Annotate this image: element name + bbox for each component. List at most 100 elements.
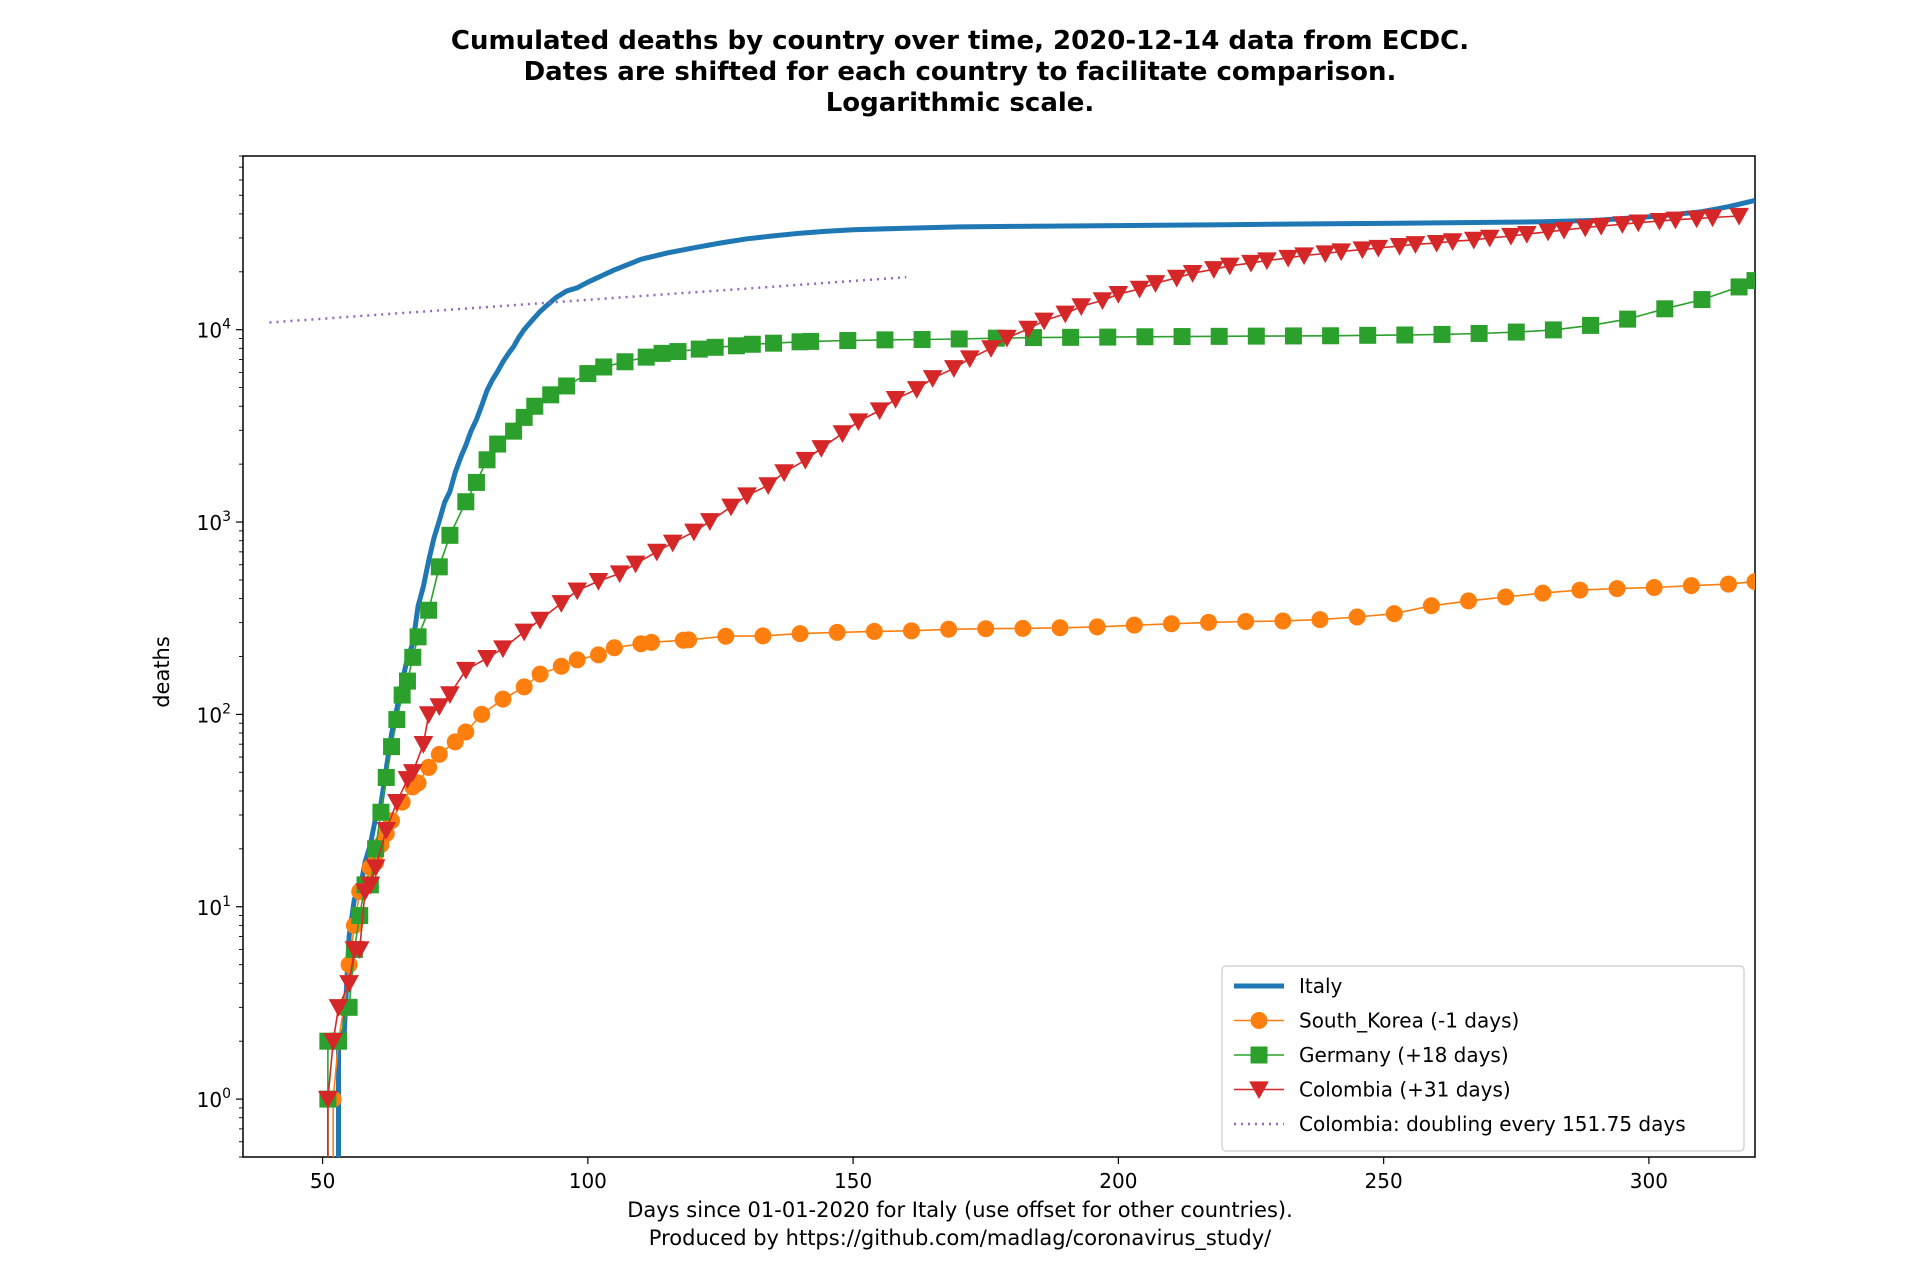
data-point-colombia-31-days (1426, 234, 1447, 253)
series-layer (269, 197, 1755, 1157)
data-point-south-korea-1-days (420, 758, 438, 776)
data-point-south-korea-1-days (605, 639, 623, 657)
data-point-germany-18-days (430, 558, 448, 576)
data-point-south-korea-1-days (680, 631, 698, 649)
data-point-germany-18-days (1099, 328, 1117, 346)
data-point-colombia-31-days (1479, 229, 1500, 248)
data-point-colombia-31-days (1649, 212, 1670, 231)
data-point-south-korea-1-days (1746, 573, 1755, 591)
data-point-colombia-31-days (1702, 209, 1723, 228)
data-point-germany-18-days (616, 353, 634, 371)
data-point-colombia-31-days (413, 736, 434, 754)
data-point-colombia-31-days (328, 999, 349, 1017)
legend-marker (1249, 1081, 1269, 1100)
data-point-colombia-31-days (1166, 269, 1187, 288)
data-point-south-korea-1-days (1385, 605, 1403, 623)
data-point-germany-18-days (409, 628, 427, 646)
data-point-germany-18-days (478, 451, 496, 469)
data-point-germany-18-days (802, 332, 820, 350)
data-point-colombia-31-days (429, 698, 450, 717)
data-point-south-korea-1-days (552, 657, 570, 675)
data-point-colombia-31-days (318, 1090, 338, 1109)
x-tick-label: 200 (1099, 1169, 1137, 1193)
data-point-colombia-31-days (1352, 241, 1373, 260)
data-point-south-korea-1-days (1460, 592, 1478, 610)
data-point-south-korea-1-days (940, 620, 958, 638)
data-point-colombia-31-days (625, 555, 646, 574)
data-point-south-korea-1-days (457, 723, 475, 741)
data-point-colombia-31-days (922, 370, 943, 388)
data-point-colombia-31-days (1315, 245, 1336, 264)
y-axis-label: deaths (149, 636, 174, 708)
data-point-colombia-31-days (360, 876, 381, 895)
data-point-germany-18-days (765, 334, 783, 352)
data-point-germany-18-days (1746, 272, 1755, 290)
data-point-south-korea-1-days (1645, 578, 1663, 596)
data-point-colombia-31-days (1501, 227, 1521, 246)
data-point-colombia-31-days (551, 595, 572, 613)
data-point-south-korea-1-days (902, 622, 920, 640)
data-point-south-korea-1-days (1534, 584, 1552, 602)
data-point-colombia-31-days (646, 543, 667, 562)
data-point-germany-18-days (457, 493, 475, 511)
y-tick-label: 100 (197, 1086, 231, 1112)
legend-label: Colombia: doubling every 151.75 days (1299, 1112, 1686, 1136)
data-point-germany-18-days (1470, 324, 1488, 342)
data-point-germany-18-days (372, 803, 390, 821)
data-point-colombia-31-days (477, 650, 497, 668)
data-point-germany-18-days (1693, 291, 1711, 309)
data-point-colombia-31-days (1389, 237, 1410, 256)
data-point-south-korea-1-days (1682, 577, 1700, 595)
y-tick-label: 102 (197, 701, 231, 727)
x-tick-label: 300 (1630, 1169, 1668, 1193)
y-tick-label: 101 (197, 894, 231, 920)
data-point-colombia-31-days (1575, 219, 1596, 238)
data-point-germany-18-days (579, 365, 597, 383)
data-point-colombia-31-days (609, 565, 630, 584)
data-point-germany-18-days (1544, 321, 1562, 339)
data-point-colombia-31-days (997, 329, 1017, 348)
data-point-colombia-31-days (440, 686, 460, 705)
data-point-south-korea-1-days (717, 627, 735, 645)
data-point-south-korea-1-days (1014, 619, 1032, 637)
data-point-germany-18-days (1619, 310, 1637, 328)
data-point-germany-18-days (1210, 327, 1228, 345)
data-point-south-korea-1-days (1608, 580, 1626, 598)
data-point-south-korea-1-days (446, 733, 464, 751)
data-point-colombia-31-days (1331, 243, 1352, 262)
data-point-colombia-31-days (567, 582, 588, 601)
y-tick-label: 104 (197, 317, 231, 343)
data-point-south-korea-1-days (1125, 616, 1143, 634)
data-point-germany-18-days (743, 335, 761, 353)
data-point-colombia-31-days (1665, 211, 1686, 230)
legend-marker (1250, 1012, 1268, 1029)
data-point-south-korea-1-days (754, 627, 772, 645)
data-point-colombia-31-days (758, 477, 779, 496)
legend-marker (1250, 1046, 1268, 1064)
data-point-south-korea-1-days (977, 620, 995, 638)
data-point-colombia-31-days (737, 487, 757, 506)
data-point-germany-18-days (542, 386, 560, 404)
chart-title-line-2: Dates are shifted for each country to fa… (523, 57, 1397, 87)
data-point-germany-18-days (913, 330, 931, 348)
legend-label: Italy (1299, 974, 1343, 998)
data-point-south-korea-1-days (1237, 613, 1255, 631)
data-point-south-korea-1-days (494, 690, 512, 708)
series-line-colombia-doubling-every-151-75-days (269, 275, 907, 324)
data-point-colombia-31-days (885, 390, 906, 409)
data-point-colombia-31-days (1517, 225, 1537, 244)
data-point-germany-18-days (595, 358, 613, 376)
data-point-germany-18-days (420, 601, 438, 619)
data-point-germany-18-days (690, 340, 708, 358)
data-point-germany-18-days (526, 397, 544, 415)
data-point-colombia-31-days (981, 340, 1001, 358)
data-point-colombia-31-days (832, 425, 853, 443)
data-point-colombia-31-days (1591, 217, 1611, 236)
data-point-colombia-31-days (662, 534, 683, 553)
x-tick-label: 100 (569, 1169, 607, 1193)
data-point-colombia-31-days (906, 381, 927, 399)
data-point-colombia-31-days (1241, 254, 1261, 273)
data-point-germany-18-days (404, 648, 422, 666)
